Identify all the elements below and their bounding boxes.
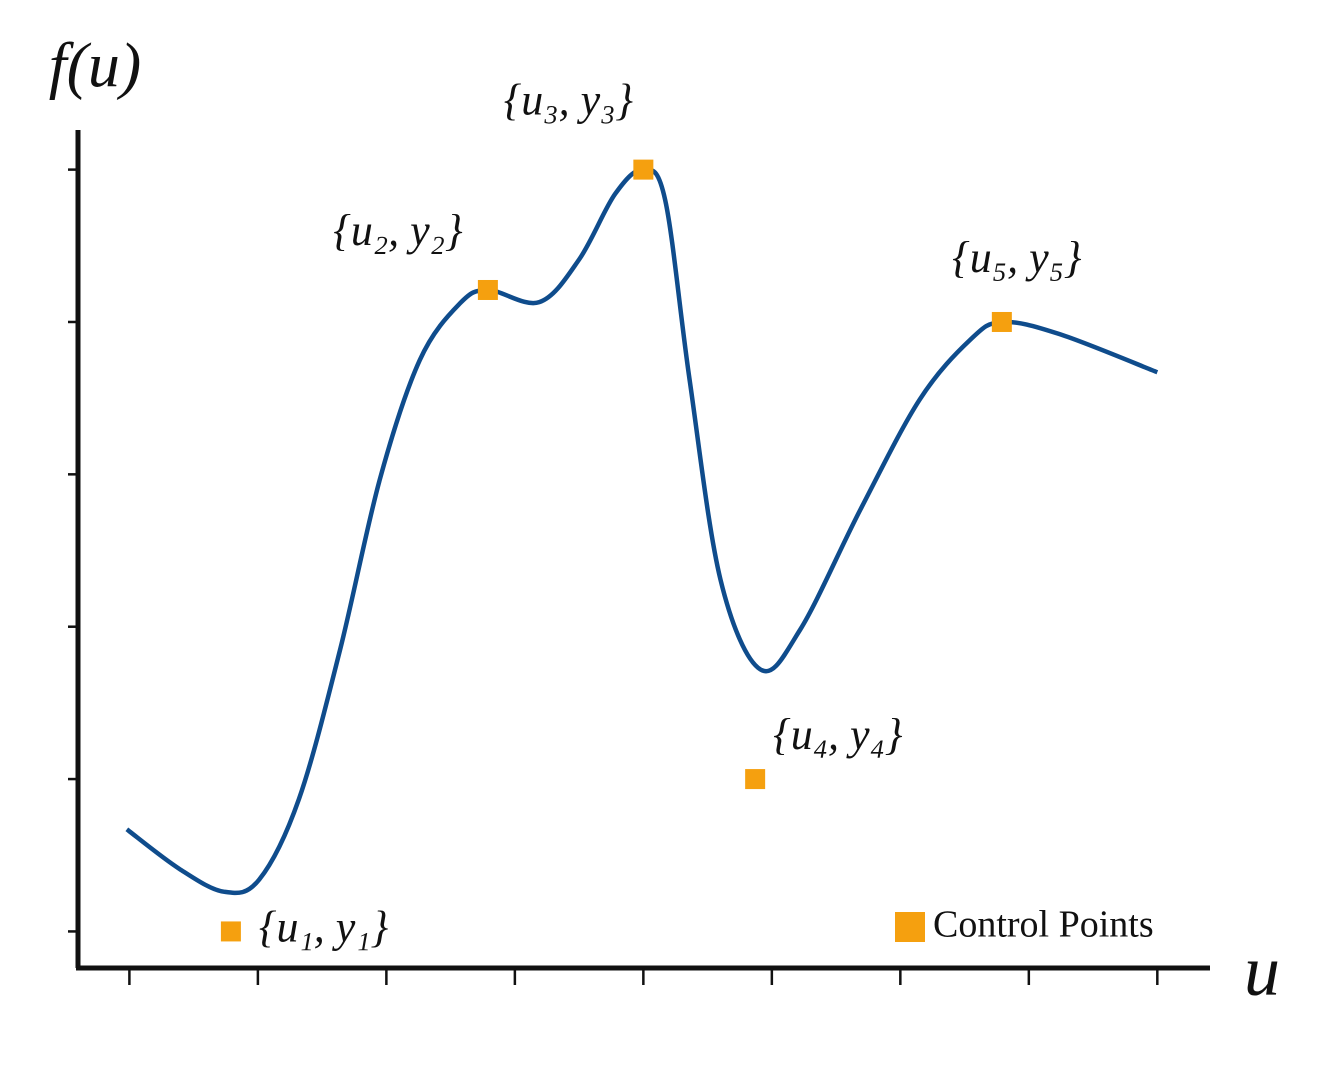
control-point — [477, 279, 498, 300]
point-label: {u₂, y₂} — [333, 206, 463, 255]
point-label: {u₃, y₃} — [504, 76, 634, 125]
x-axis-label: u — [1244, 931, 1280, 1011]
control-point — [633, 159, 654, 180]
control-point — [745, 769, 766, 790]
point-label: {u₅, y₅} — [952, 233, 1082, 282]
legend-label: Control Points — [933, 904, 1154, 946]
point-label: {u₁, y₁} — [259, 903, 389, 952]
control-point — [991, 311, 1012, 332]
control-point — [220, 921, 241, 942]
point-label: {u₄, y₄} — [773, 710, 903, 759]
legend-swatch — [895, 912, 925, 942]
curve — [125, 167, 1159, 896]
y-axis-label: f(u) — [49, 30, 141, 101]
